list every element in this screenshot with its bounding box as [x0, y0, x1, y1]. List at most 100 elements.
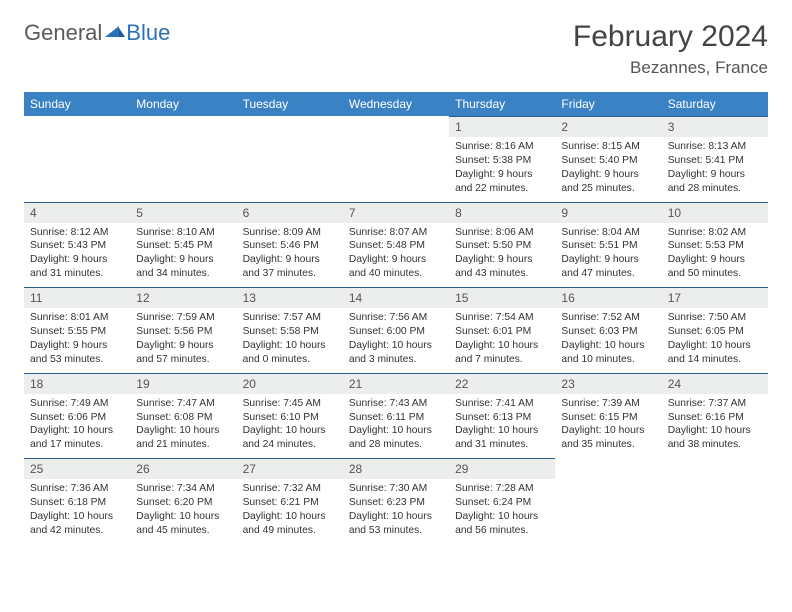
sunrise-text: Sunrise: 7:39 AM	[561, 397, 655, 411]
daylight-text: Daylight: 10 hours and 56 minutes.	[455, 510, 549, 538]
day-header: Friday	[555, 92, 661, 117]
daylight-text: Daylight: 10 hours and 17 minutes.	[30, 424, 124, 452]
day-number: 13	[237, 288, 343, 308]
day-header: Tuesday	[237, 92, 343, 117]
title-block: February 2024 Bezannes, France	[573, 20, 768, 78]
daylight-text: Daylight: 10 hours and 28 minutes.	[349, 424, 443, 452]
sunrise-text: Sunrise: 7:49 AM	[30, 397, 124, 411]
sunrise-text: Sunrise: 7:52 AM	[561, 311, 655, 325]
sunset-text: Sunset: 6:24 PM	[455, 496, 549, 510]
sunrise-text: Sunrise: 7:56 AM	[349, 311, 443, 325]
calendar-body: 1Sunrise: 8:16 AMSunset: 5:38 PMDaylight…	[24, 117, 768, 544]
calendar-cell: 23Sunrise: 7:39 AMSunset: 6:15 PMDayligh…	[555, 373, 661, 459]
sunset-text: Sunset: 6:13 PM	[455, 411, 549, 425]
sunset-text: Sunset: 6:21 PM	[243, 496, 337, 510]
day-detail: Sunrise: 7:52 AMSunset: 6:03 PMDaylight:…	[555, 308, 661, 373]
day-detail: Sunrise: 7:45 AMSunset: 6:10 PMDaylight:…	[237, 394, 343, 459]
day-header: Wednesday	[343, 92, 449, 117]
daylight-text: Daylight: 9 hours and 37 minutes.	[243, 253, 337, 281]
sunrise-text: Sunrise: 7:59 AM	[136, 311, 230, 325]
daylight-text: Daylight: 10 hours and 3 minutes.	[349, 339, 443, 367]
calendar-week: 18Sunrise: 7:49 AMSunset: 6:06 PMDayligh…	[24, 373, 768, 459]
sunrise-text: Sunrise: 8:04 AM	[561, 226, 655, 240]
day-detail: Sunrise: 7:50 AMSunset: 6:05 PMDaylight:…	[662, 308, 768, 373]
day-number: 28	[343, 459, 449, 479]
calendar-cell	[662, 459, 768, 544]
calendar-cell: 6Sunrise: 8:09 AMSunset: 5:46 PMDaylight…	[237, 202, 343, 288]
daylight-text: Daylight: 9 hours and 53 minutes.	[30, 339, 124, 367]
day-detail: Sunrise: 8:04 AMSunset: 5:51 PMDaylight:…	[555, 223, 661, 288]
day-number: 29	[449, 459, 555, 479]
day-number: 10	[662, 203, 768, 223]
calendar-cell: 27Sunrise: 7:32 AMSunset: 6:21 PMDayligh…	[237, 459, 343, 544]
daylight-text: Daylight: 10 hours and 38 minutes.	[668, 424, 762, 452]
daylight-text: Daylight: 10 hours and 10 minutes.	[561, 339, 655, 367]
calendar-cell	[24, 117, 130, 203]
calendar-cell: 29Sunrise: 7:28 AMSunset: 6:24 PMDayligh…	[449, 459, 555, 544]
daylight-text: Daylight: 10 hours and 0 minutes.	[243, 339, 337, 367]
sunrise-text: Sunrise: 8:10 AM	[136, 226, 230, 240]
calendar-cell	[343, 117, 449, 203]
sunset-text: Sunset: 6:23 PM	[349, 496, 443, 510]
sunrise-text: Sunrise: 8:12 AM	[30, 226, 124, 240]
sunset-text: Sunset: 5:43 PM	[30, 239, 124, 253]
day-detail: Sunrise: 7:32 AMSunset: 6:21 PMDaylight:…	[237, 479, 343, 544]
day-detail: Sunrise: 8:15 AMSunset: 5:40 PMDaylight:…	[555, 137, 661, 202]
calendar-cell: 2Sunrise: 8:15 AMSunset: 5:40 PMDaylight…	[555, 117, 661, 203]
day-number: 23	[555, 374, 661, 394]
day-number: 3	[662, 117, 768, 137]
sunrise-text: Sunrise: 8:16 AM	[455, 140, 549, 154]
day-detail: Sunrise: 7:47 AMSunset: 6:08 PMDaylight:…	[130, 394, 236, 459]
day-detail: Sunrise: 7:56 AMSunset: 6:00 PMDaylight:…	[343, 308, 449, 373]
calendar-cell	[130, 117, 236, 203]
calendar-cell: 18Sunrise: 7:49 AMSunset: 6:06 PMDayligh…	[24, 373, 130, 459]
day-detail: Sunrise: 8:10 AMSunset: 5:45 PMDaylight:…	[130, 223, 236, 288]
day-detail: Sunrise: 7:59 AMSunset: 5:56 PMDaylight:…	[130, 308, 236, 373]
calendar-cell: 1Sunrise: 8:16 AMSunset: 5:38 PMDaylight…	[449, 117, 555, 203]
day-number: 24	[662, 374, 768, 394]
sunrise-text: Sunrise: 8:02 AM	[668, 226, 762, 240]
day-number	[555, 459, 661, 479]
day-header-row: SundayMondayTuesdayWednesdayThursdayFrid…	[24, 92, 768, 117]
calendar-week: 11Sunrise: 8:01 AMSunset: 5:55 PMDayligh…	[24, 288, 768, 374]
sunrise-text: Sunrise: 7:30 AM	[349, 482, 443, 496]
calendar-cell: 8Sunrise: 8:06 AMSunset: 5:50 PMDaylight…	[449, 202, 555, 288]
day-number: 2	[555, 117, 661, 137]
sunset-text: Sunset: 5:46 PM	[243, 239, 337, 253]
day-detail: Sunrise: 8:12 AMSunset: 5:43 PMDaylight:…	[24, 223, 130, 288]
day-number: 20	[237, 374, 343, 394]
day-number	[662, 459, 768, 479]
header: General Blue February 2024 Bezannes, Fra…	[24, 20, 768, 78]
day-detail: Sunrise: 7:39 AMSunset: 6:15 PMDaylight:…	[555, 394, 661, 459]
day-number: 6	[237, 203, 343, 223]
day-detail: Sunrise: 8:06 AMSunset: 5:50 PMDaylight:…	[449, 223, 555, 288]
sunset-text: Sunset: 6:06 PM	[30, 411, 124, 425]
day-detail: Sunrise: 7:36 AMSunset: 6:18 PMDaylight:…	[24, 479, 130, 544]
day-number: 16	[555, 288, 661, 308]
day-detail: Sunrise: 7:43 AMSunset: 6:11 PMDaylight:…	[343, 394, 449, 459]
sunset-text: Sunset: 6:16 PM	[668, 411, 762, 425]
day-detail: Sunrise: 7:49 AMSunset: 6:06 PMDaylight:…	[24, 394, 130, 459]
calendar-week: 1Sunrise: 8:16 AMSunset: 5:38 PMDaylight…	[24, 117, 768, 203]
day-number: 25	[24, 459, 130, 479]
day-number	[24, 117, 130, 137]
calendar-cell: 28Sunrise: 7:30 AMSunset: 6:23 PMDayligh…	[343, 459, 449, 544]
daylight-text: Daylight: 10 hours and 7 minutes.	[455, 339, 549, 367]
day-detail: Sunrise: 7:30 AMSunset: 6:23 PMDaylight:…	[343, 479, 449, 544]
day-detail: Sunrise: 8:02 AMSunset: 5:53 PMDaylight:…	[662, 223, 768, 288]
sunset-text: Sunset: 5:53 PM	[668, 239, 762, 253]
sunrise-text: Sunrise: 8:15 AM	[561, 140, 655, 154]
day-detail: Sunrise: 7:37 AMSunset: 6:16 PMDaylight:…	[662, 394, 768, 459]
day-number	[343, 117, 449, 137]
sunrise-text: Sunrise: 7:34 AM	[136, 482, 230, 496]
sunrise-text: Sunrise: 7:47 AM	[136, 397, 230, 411]
sunrise-text: Sunrise: 8:06 AM	[455, 226, 549, 240]
sunrise-text: Sunrise: 8:07 AM	[349, 226, 443, 240]
daylight-text: Daylight: 10 hours and 31 minutes.	[455, 424, 549, 452]
sunset-text: Sunset: 6:10 PM	[243, 411, 337, 425]
daylight-text: Daylight: 10 hours and 45 minutes.	[136, 510, 230, 538]
sunset-text: Sunset: 6:18 PM	[30, 496, 124, 510]
day-detail: Sunrise: 7:57 AMSunset: 5:58 PMDaylight:…	[237, 308, 343, 373]
sunset-text: Sunset: 5:55 PM	[30, 325, 124, 339]
calendar-cell: 13Sunrise: 7:57 AMSunset: 5:58 PMDayligh…	[237, 288, 343, 374]
